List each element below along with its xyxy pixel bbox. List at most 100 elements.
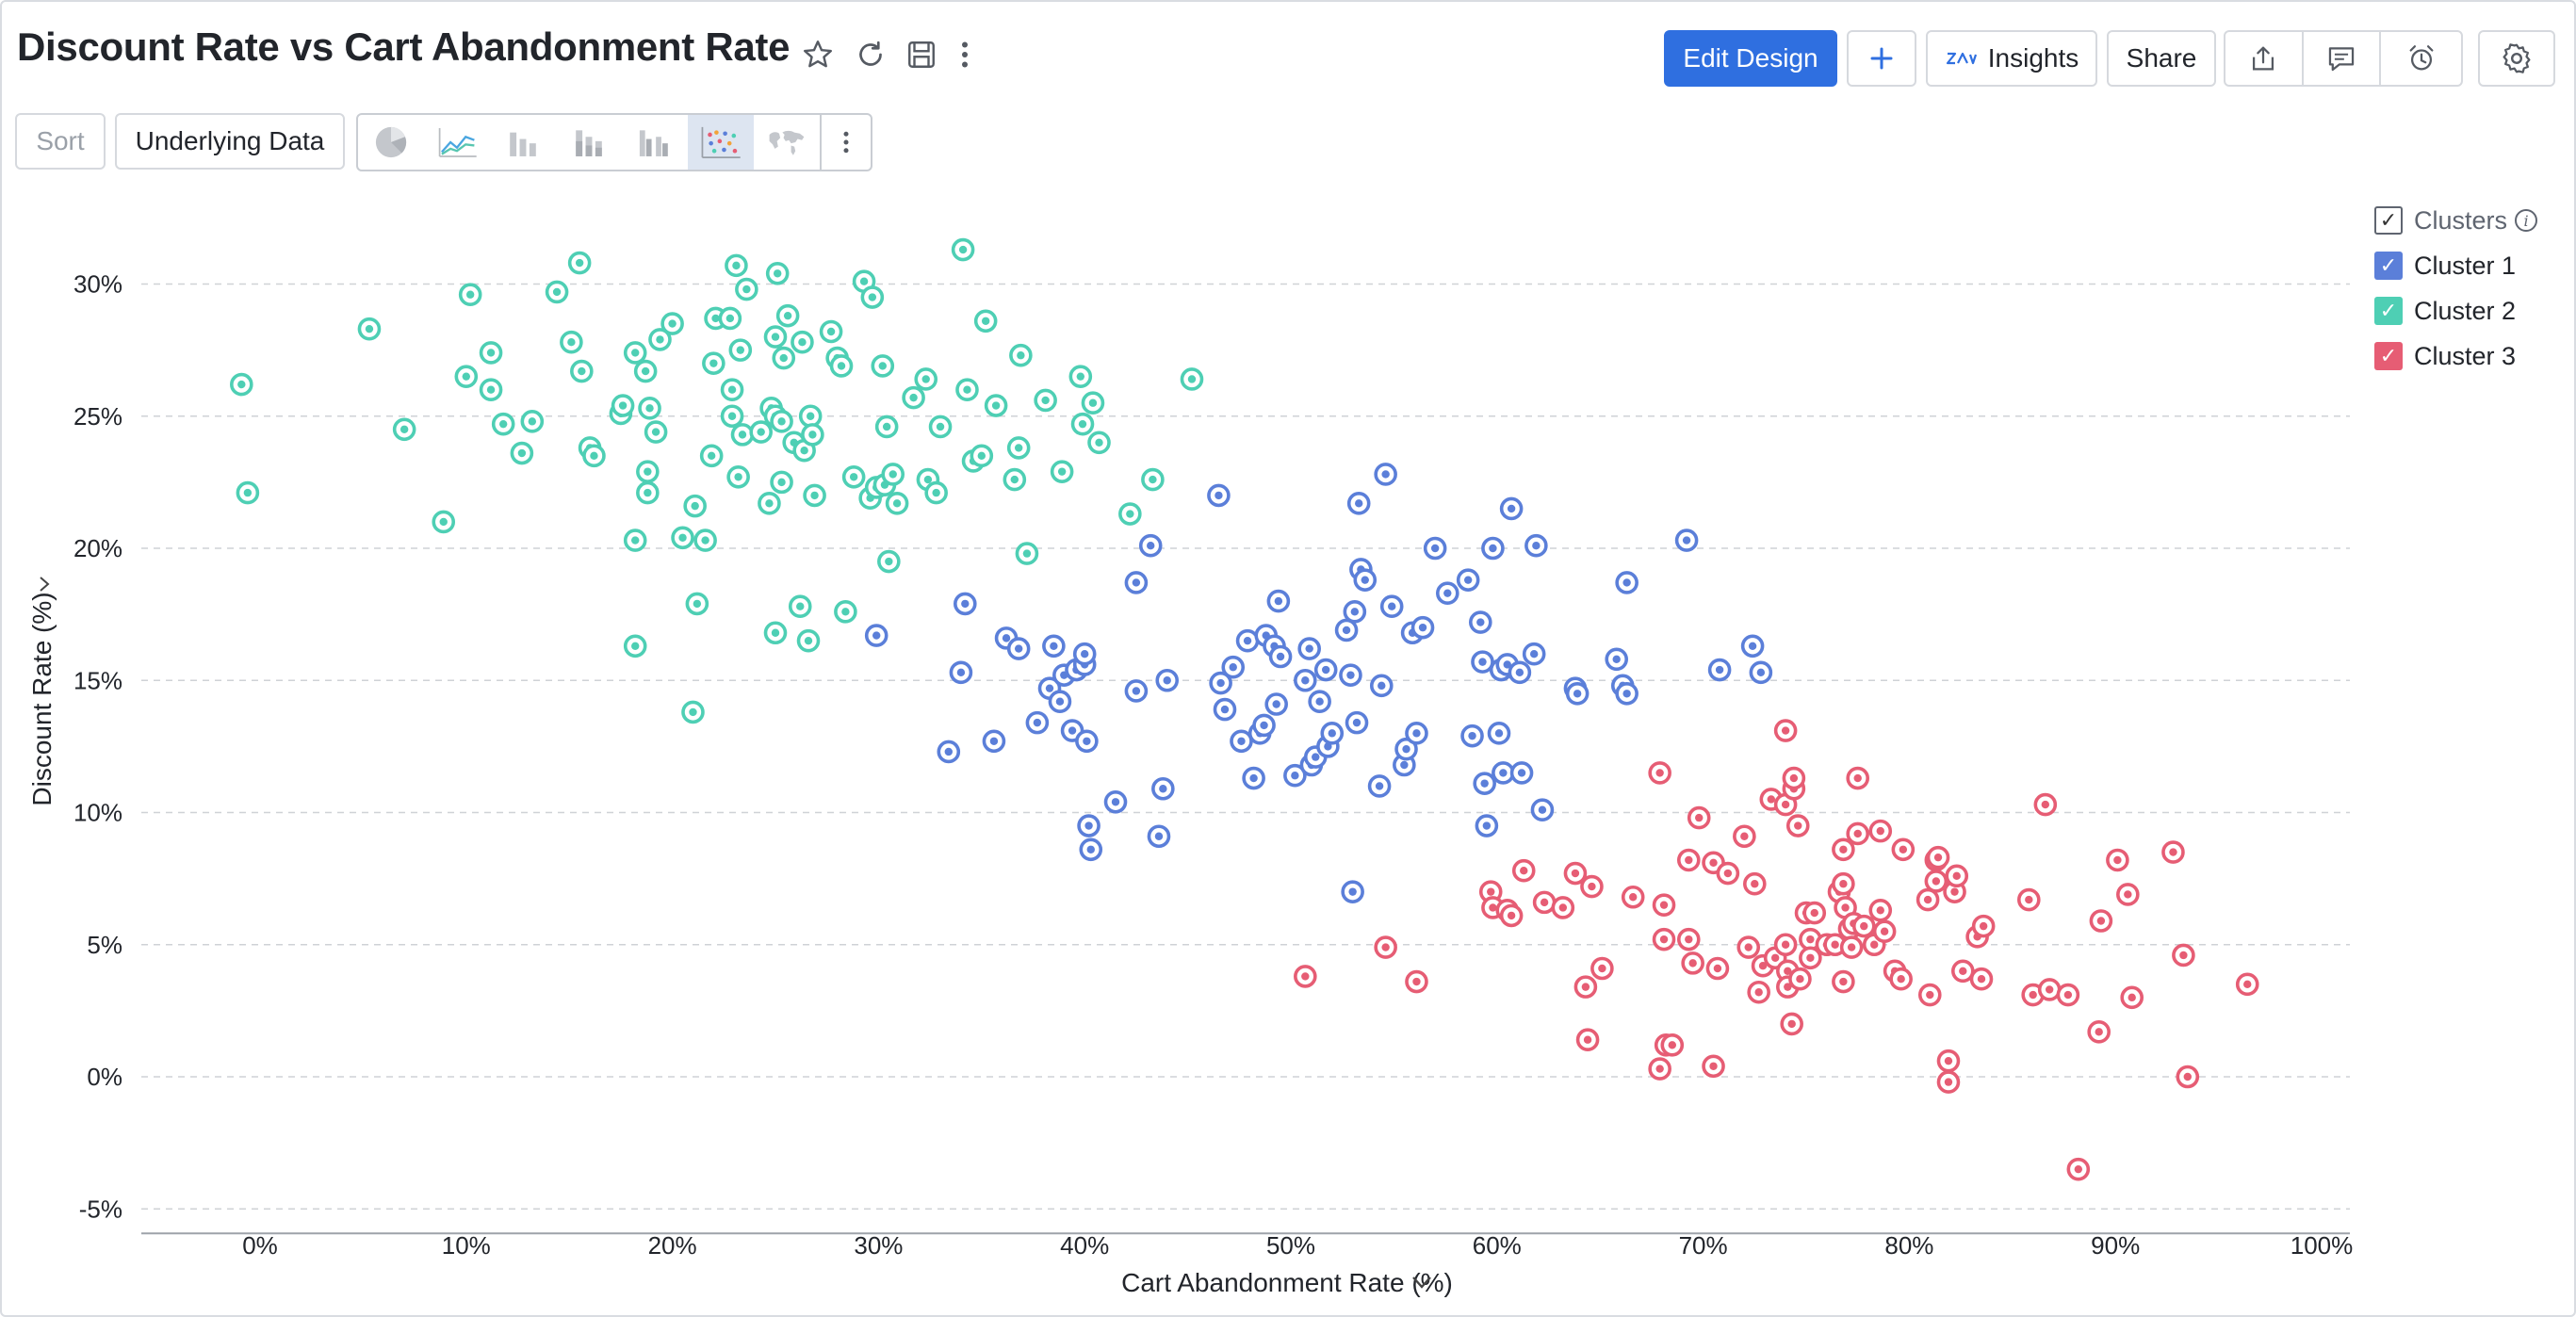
- data-point-cluster-3[interactable]: [1917, 983, 1942, 1007]
- data-point-cluster-2[interactable]: [236, 480, 260, 505]
- data-point-cluster-2[interactable]: [230, 372, 253, 397]
- data-point-cluster-3[interactable]: [1862, 933, 1886, 957]
- legend-checkbox-icon[interactable]: ✓: [2374, 297, 2403, 325]
- data-point-cluster-3[interactable]: [1687, 805, 1711, 830]
- data-point-cluster-3[interactable]: [1743, 871, 1767, 896]
- data-point-cluster-2[interactable]: [834, 600, 857, 624]
- data-point-cluster-2[interactable]: [567, 251, 592, 275]
- data-point-cluster-2[interactable]: [720, 378, 744, 402]
- data-point-cluster-1[interactable]: [864, 624, 889, 647]
- data-point-cluster-3[interactable]: [1832, 871, 1855, 896]
- data-point-cluster-1[interactable]: [1235, 628, 1260, 653]
- data-point-cluster-2[interactable]: [770, 470, 793, 495]
- sort-button[interactable]: Sort: [15, 113, 106, 170]
- data-point-cluster-3[interactable]: [2161, 840, 2185, 864]
- comment-button[interactable]: [2304, 32, 2382, 85]
- y-axis-dropdown-caret-icon[interactable]: [40, 577, 50, 592]
- data-point-cluster-3[interactable]: [1573, 975, 1598, 999]
- data-point-cluster-2[interactable]: [725, 253, 748, 278]
- data-point-cluster-1[interactable]: [1025, 710, 1050, 735]
- data-point-cluster-2[interactable]: [877, 549, 901, 574]
- data-point-cluster-1[interactable]: [1367, 774, 1392, 798]
- data-point-cluster-1[interactable]: [1079, 837, 1103, 862]
- data-point-cluster-3[interactable]: [1782, 766, 1806, 790]
- legend-item-cluster-2[interactable]: ✓ Cluster 2: [2374, 288, 2537, 333]
- data-point-cluster-3[interactable]: [1621, 885, 1645, 909]
- data-point-cluster-3[interactable]: [1580, 874, 1604, 899]
- data-point-cluster-2[interactable]: [1070, 412, 1095, 436]
- data-point-cluster-2[interactable]: [914, 367, 938, 391]
- data-point-cluster-1[interactable]: [1740, 634, 1765, 658]
- x-axis-dropdown-caret-icon[interactable]: [1412, 1276, 1431, 1289]
- data-point-cluster-2[interactable]: [955, 378, 979, 402]
- data-point-cluster-2[interactable]: [1006, 436, 1031, 460]
- data-point-cluster-1[interactable]: [1155, 668, 1180, 692]
- data-point-cluster-2[interactable]: [392, 417, 416, 442]
- data-point-cluster-2[interactable]: [479, 341, 503, 365]
- data-point-cluster-1[interactable]: [937, 740, 961, 764]
- data-point-cluster-3[interactable]: [1652, 893, 1676, 917]
- data-point-cluster-3[interactable]: [1681, 951, 1704, 975]
- data-point-cluster-2[interactable]: [671, 526, 694, 550]
- share-button[interactable]: Share: [2107, 30, 2216, 87]
- data-point-cluster-1[interactable]: [949, 660, 973, 685]
- data-point-cluster-2[interactable]: [1180, 367, 1204, 391]
- data-point-cluster-1[interactable]: [1297, 637, 1321, 660]
- data-point-cluster-3[interactable]: [1891, 837, 1916, 862]
- data-point-cluster-2[interactable]: [796, 628, 821, 653]
- data-point-cluster-2[interactable]: [1003, 467, 1027, 492]
- data-point-cluster-2[interactable]: [638, 397, 661, 420]
- data-point-cluster-3[interactable]: [2106, 848, 2129, 872]
- data-point-cluster-1[interactable]: [1341, 880, 1364, 903]
- data-point-cluster-3[interactable]: [1936, 1049, 1961, 1073]
- data-point-cluster-3[interactable]: [1551, 896, 1575, 919]
- data-point-cluster-2[interactable]: [636, 460, 660, 483]
- data-point-cluster-3[interactable]: [1405, 969, 1428, 994]
- data-point-cluster-3[interactable]: [2235, 972, 2259, 997]
- data-point-cluster-1[interactable]: [1124, 679, 1149, 703]
- data-point-cluster-2[interactable]: [611, 394, 635, 417]
- data-point-cluster-1[interactable]: [1264, 692, 1288, 716]
- data-point-cluster-2[interactable]: [454, 365, 479, 388]
- data-point-cluster-1[interactable]: [953, 592, 977, 616]
- data-point-cluster-3[interactable]: [1294, 965, 1317, 988]
- data-point-cluster-3[interactable]: [2089, 909, 2113, 933]
- scatter-chart-type-button[interactable]: [688, 115, 754, 170]
- data-point-cluster-2[interactable]: [681, 700, 705, 724]
- data-point-cluster-2[interactable]: [644, 420, 668, 444]
- data-point-cluster-1[interactable]: [1345, 710, 1369, 735]
- data-point-cluster-2[interactable]: [1118, 502, 1142, 526]
- data-point-cluster-3[interactable]: [1785, 814, 1810, 837]
- data-point-cluster-3[interactable]: [1971, 914, 1996, 938]
- data-point-cluster-2[interactable]: [510, 441, 534, 465]
- data-point-cluster-2[interactable]: [1068, 365, 1093, 388]
- data-point-cluster-3[interactable]: [1823, 933, 1847, 957]
- data-point-cluster-2[interactable]: [699, 444, 724, 468]
- data-point-cluster-1[interactable]: [1042, 634, 1066, 658]
- data-point-cluster-1[interactable]: [1209, 671, 1232, 695]
- data-point-cluster-1[interactable]: [1487, 722, 1511, 745]
- data-point-cluster-2[interactable]: [885, 492, 909, 515]
- grouped-bar-chart-type-button[interactable]: [622, 115, 688, 170]
- data-point-cluster-3[interactable]: [1716, 861, 1740, 886]
- data-point-cluster-3[interactable]: [2056, 983, 2080, 1007]
- data-point-cluster-2[interactable]: [683, 494, 707, 518]
- data-point-cluster-1[interactable]: [1379, 594, 1404, 619]
- data-point-cluster-1[interactable]: [1394, 737, 1418, 761]
- data-point-cluster-3[interactable]: [1660, 1033, 1685, 1057]
- data-point-cluster-1[interactable]: [1707, 658, 1732, 682]
- data-point-cluster-3[interactable]: [1916, 887, 1940, 912]
- data-point-cluster-1[interactable]: [1674, 528, 1699, 552]
- data-point-cluster-2[interactable]: [749, 420, 773, 444]
- data-point-cluster-2[interactable]: [841, 464, 866, 489]
- data-point-cluster-1[interactable]: [1075, 729, 1099, 754]
- data-point-cluster-2[interactable]: [758, 492, 781, 515]
- save-icon[interactable]: [903, 36, 940, 73]
- data-point-cluster-2[interactable]: [763, 621, 788, 645]
- data-point-cluster-3[interactable]: [1799, 946, 1822, 970]
- data-point-cluster-3[interactable]: [1832, 969, 1855, 994]
- data-point-cluster-1[interactable]: [1151, 776, 1175, 801]
- data-point-cluster-1[interactable]: [1268, 644, 1293, 669]
- data-point-cluster-2[interactable]: [730, 423, 755, 447]
- data-point-cluster-2[interactable]: [763, 325, 788, 349]
